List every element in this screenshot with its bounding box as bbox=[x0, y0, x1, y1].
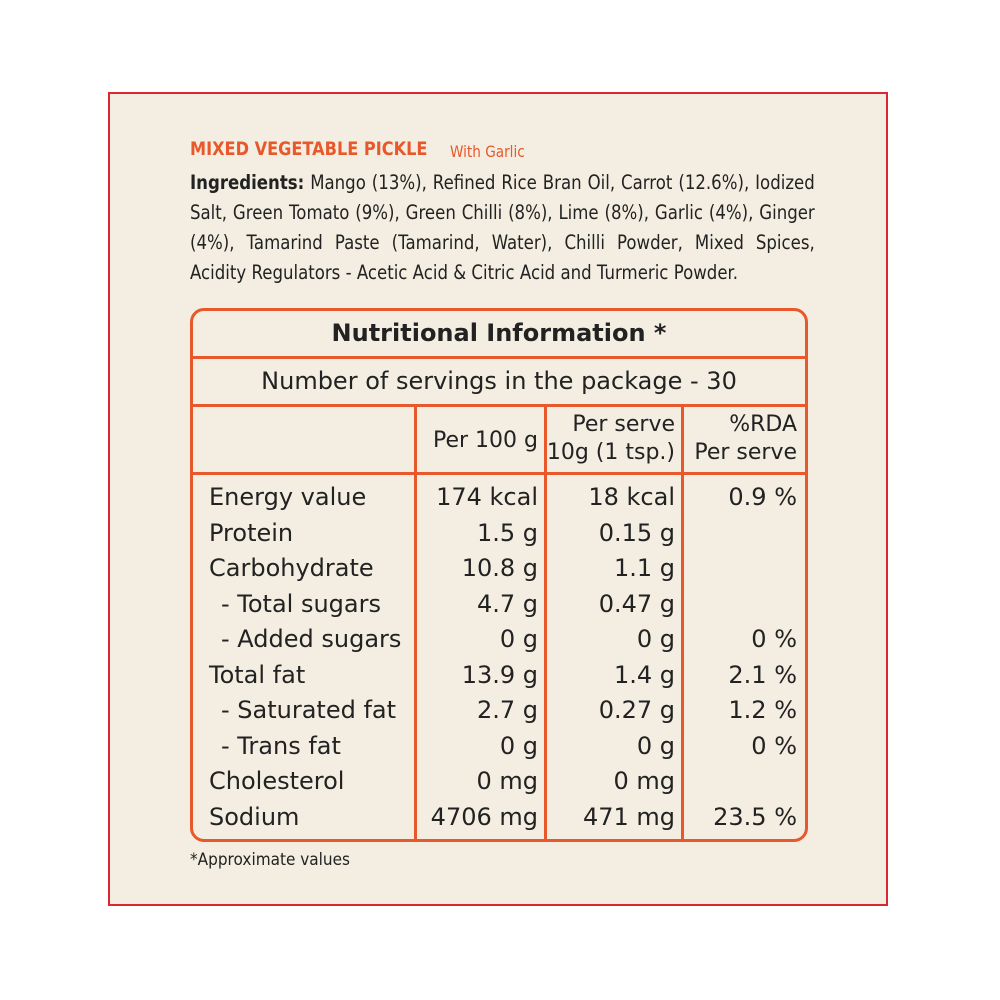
nutrient-value: 0 g bbox=[636, 625, 675, 653]
nutrient-value: 23.5 % bbox=[713, 802, 797, 831]
nutrient-name: - Saturated fat bbox=[221, 696, 397, 724]
column-header: Per 100 g bbox=[433, 427, 538, 455]
divider bbox=[193, 404, 805, 407]
nutrient-value: 0.9 % bbox=[728, 483, 797, 511]
nutrient-value: 0 g bbox=[499, 625, 538, 653]
product-title: MIXED VEGETABLE PICKLE bbox=[190, 138, 428, 160]
header-line: Per serve bbox=[572, 412, 675, 437]
nutrient-value: 0.47 g bbox=[598, 589, 675, 618]
nutrient-value: 471 mg bbox=[582, 802, 675, 831]
ingredients-label: Ingredients: bbox=[190, 171, 305, 194]
divider bbox=[193, 356, 805, 359]
nutrient-name: - Trans fat bbox=[221, 731, 341, 760]
nutrient-name: Protein bbox=[209, 518, 294, 547]
ingredients-text: Mango (13%), Refined Rice Bran Oil, Carr… bbox=[190, 171, 815, 284]
column-header: %RDA Per serve bbox=[694, 411, 797, 467]
label-card: MIXED VEGETABLE PICKLE With Garlic Ingre… bbox=[108, 92, 888, 906]
nutrient-value: 1.5 g bbox=[476, 518, 538, 547]
column-divider bbox=[414, 404, 417, 839]
nutrient-name: - Added sugars bbox=[221, 625, 402, 653]
product-subtitle: With Garlic bbox=[450, 142, 525, 161]
nutrient-name: - Total sugars bbox=[221, 589, 381, 618]
nutrient-value: 0 g bbox=[499, 731, 538, 760]
nutrient-value: 1.4 g bbox=[613, 660, 675, 689]
table-title: Nutritional Information * bbox=[331, 319, 667, 347]
nutrient-name: Energy value bbox=[209, 483, 367, 511]
column-divider bbox=[544, 404, 547, 839]
nutrient-value: 174 kcal bbox=[436, 483, 538, 511]
nutrient-value: 0 % bbox=[751, 731, 797, 760]
nutrient-value: 0 mg bbox=[613, 767, 675, 795]
nutrient-value: 2.1 % bbox=[728, 660, 797, 689]
servings: Number of servings in the package - 30 bbox=[261, 367, 737, 395]
nutrient-value: 2.7 g bbox=[476, 696, 538, 724]
nutrient-value: 0 mg bbox=[476, 767, 538, 795]
header-line: %RDA bbox=[729, 412, 797, 437]
nutrient-value: 0 g bbox=[636, 731, 675, 760]
ingredients: Ingredients: Mango (13%), Refined Rice B… bbox=[190, 168, 815, 288]
nutrient-value: 13.9 g bbox=[461, 660, 538, 689]
nutrient-value: 1.1 g bbox=[613, 554, 675, 582]
column-divider bbox=[681, 404, 684, 839]
header-line: 10g (1 tsp.) bbox=[546, 440, 675, 465]
header-line: Per 100 g bbox=[432, 428, 538, 453]
column-header: Per serve 10g (1 tsp.) bbox=[547, 411, 675, 467]
nutrition-table: Nutritional Information * Number of serv… bbox=[190, 308, 808, 842]
nutrient-value: 10.8 g bbox=[461, 554, 538, 582]
nutrient-value: 0 % bbox=[751, 625, 797, 653]
nutrient-value: 18 kcal bbox=[588, 483, 675, 511]
nutrient-name: Carbohydrate bbox=[209, 554, 374, 582]
nutrient-value: 0.27 g bbox=[598, 696, 675, 724]
nutrient-value: 1.2 % bbox=[728, 696, 797, 724]
nutrient-value: 0.15 g bbox=[598, 518, 675, 547]
footnote: *Approximate values bbox=[190, 850, 351, 870]
nutrient-name: Sodium bbox=[209, 802, 300, 831]
divider bbox=[193, 472, 805, 475]
nutrient-name: Total fat bbox=[209, 660, 306, 689]
header-line: Per serve bbox=[694, 440, 797, 465]
nutrient-name: Cholesterol bbox=[209, 767, 345, 795]
nutrient-value: 4.7 g bbox=[476, 589, 538, 618]
nutrient-value: 4706 mg bbox=[430, 802, 538, 831]
